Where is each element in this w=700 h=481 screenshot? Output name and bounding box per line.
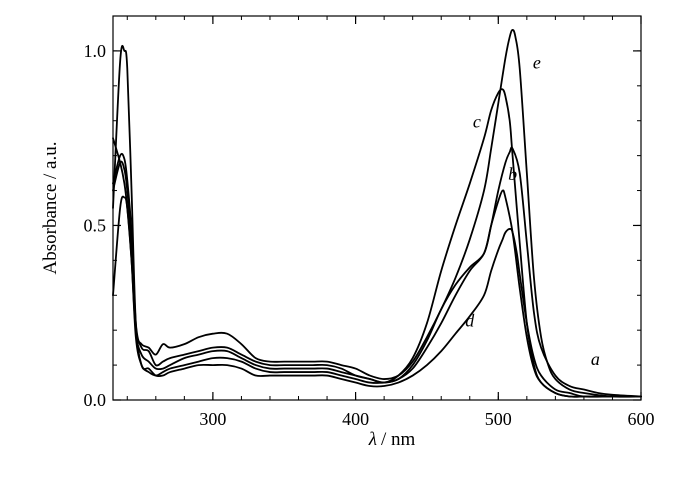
plot-frame: [112, 15, 642, 401]
x-tick-label: 300: [199, 409, 226, 429]
series-labels-layer: a b c d e: [465, 52, 600, 369]
series-label-d: d: [465, 311, 475, 331]
series-line-a: [112, 146, 642, 398]
x-axis-unit: / nm: [381, 429, 416, 450]
series-line-e: [112, 29, 642, 398]
series-line-c: [112, 88, 642, 398]
ticks-layer: 300 400 500 600 0.0 0.5 1.0: [84, 15, 655, 429]
y-tick-label: 1.0: [84, 41, 107, 61]
y-tick-label: 0.5: [84, 215, 107, 235]
series-label-a: a: [591, 349, 600, 369]
series-line-d: [112, 44, 642, 398]
series-layer: [112, 29, 642, 398]
series-label-b: b: [508, 164, 517, 184]
series-line-b: [112, 160, 642, 398]
x-axis-variable: λ: [368, 429, 377, 450]
series-label-e: e: [533, 52, 541, 72]
series-label-c: c: [473, 112, 481, 132]
y-tick-label: 0.0: [84, 390, 107, 410]
x-tick-label: 500: [485, 409, 512, 429]
x-tick-label: 400: [342, 409, 369, 429]
x-tick-label: 600: [628, 409, 655, 429]
x-axis-title: λ / nm: [368, 429, 416, 450]
y-axis-title: Absorbance / a.u.: [40, 142, 61, 275]
